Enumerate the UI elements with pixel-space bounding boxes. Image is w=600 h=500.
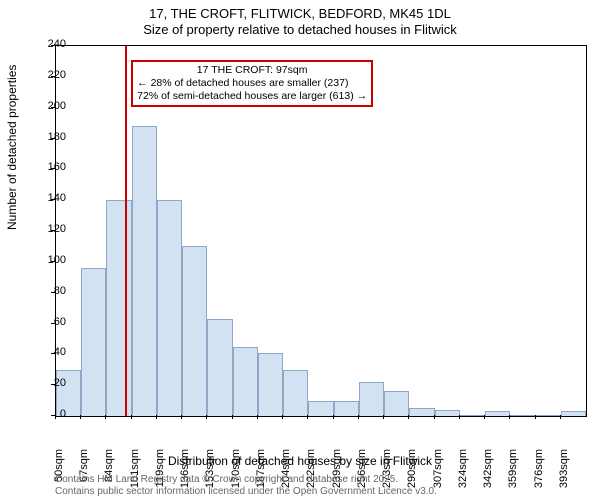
annotation-line: ← 28% of detached houses are smaller (23… <box>137 77 367 90</box>
x-tick-mark <box>333 415 334 419</box>
y-tick-label: 240 <box>26 38 66 50</box>
x-tick-mark <box>383 415 384 419</box>
plot-area: 17 THE CROFT: 97sqm← 28% of detached hou… <box>55 45 587 417</box>
x-tick-mark <box>206 415 207 419</box>
histogram-bar <box>359 382 384 416</box>
y-tick-label: 140 <box>26 192 66 204</box>
x-tick-mark <box>307 415 308 419</box>
x-axis-label: Distribution of detached houses by size … <box>0 454 600 468</box>
y-tick-label: 0 <box>26 408 66 420</box>
annotation-line: 17 THE CROFT: 97sqm <box>137 64 367 77</box>
y-tick-label: 60 <box>26 316 66 328</box>
x-tick-mark <box>80 415 81 419</box>
y-tick-mark <box>51 138 55 139</box>
y-tick-label: 120 <box>26 223 66 235</box>
y-tick-label: 40 <box>26 346 66 358</box>
y-tick-mark <box>51 107 55 108</box>
x-tick-mark <box>156 415 157 419</box>
histogram-bar <box>182 246 207 416</box>
histogram-bar <box>233 347 258 416</box>
histogram-bar <box>283 370 308 416</box>
y-tick-mark <box>51 199 55 200</box>
histogram-bar <box>435 410 460 416</box>
histogram-bar <box>384 391 409 416</box>
y-tick-label: 20 <box>26 377 66 389</box>
histogram-bar <box>485 411 510 416</box>
attribution: Contains HM Land Registry data © Crown c… <box>55 474 437 498</box>
y-tick-mark <box>51 292 55 293</box>
title-line2: Size of property relative to detached ho… <box>0 22 600 37</box>
chart-container: 17, THE CROFT, FLITWICK, BEDFORD, MK45 1… <box>0 0 600 500</box>
y-tick-mark <box>51 230 55 231</box>
x-tick-mark <box>484 415 485 419</box>
histogram-bar <box>81 268 106 416</box>
x-tick-mark <box>232 415 233 419</box>
histogram-bar <box>334 401 359 416</box>
x-tick-mark <box>257 415 258 419</box>
y-tick-mark <box>51 323 55 324</box>
histogram-bar <box>536 415 561 416</box>
y-tick-mark <box>51 353 55 354</box>
title-line1: 17, THE CROFT, FLITWICK, BEDFORD, MK45 1… <box>0 6 600 21</box>
y-tick-mark <box>51 384 55 385</box>
histogram-bar <box>106 200 131 416</box>
attribution-line2: Contains public sector information licen… <box>55 486 437 498</box>
histogram-bar <box>510 415 535 416</box>
y-tick-label: 160 <box>26 161 66 173</box>
y-axis-label: Number of detached properties <box>5 65 19 230</box>
x-tick-mark <box>282 415 283 419</box>
histogram-bar <box>308 401 333 416</box>
y-tick-mark <box>51 261 55 262</box>
x-tick-mark <box>560 415 561 419</box>
y-tick-label: 180 <box>26 131 66 143</box>
x-tick-mark <box>358 415 359 419</box>
x-tick-mark <box>408 415 409 419</box>
annotation-line: 72% of semi-detached houses are larger (… <box>137 90 367 103</box>
histogram-bar <box>409 408 434 416</box>
y-tick-mark <box>51 168 55 169</box>
histogram-bar <box>460 415 485 416</box>
annotation-box: 17 THE CROFT: 97sqm← 28% of detached hou… <box>131 60 373 107</box>
x-tick-mark <box>535 415 536 419</box>
x-tick-mark <box>105 415 106 419</box>
y-tick-label: 200 <box>26 100 66 112</box>
y-tick-mark <box>51 76 55 77</box>
x-tick-mark <box>459 415 460 419</box>
x-tick-mark <box>131 415 132 419</box>
histogram-bar <box>132 126 157 416</box>
histogram-bar <box>207 319 232 416</box>
y-tick-label: 80 <box>26 285 66 297</box>
reference-line <box>125 46 127 416</box>
x-tick-mark <box>181 415 182 419</box>
x-tick-mark <box>55 415 56 419</box>
histogram-bar <box>157 200 182 416</box>
x-tick-mark <box>509 415 510 419</box>
x-tick-mark <box>434 415 435 419</box>
histogram-bar <box>561 411 586 416</box>
y-tick-label: 100 <box>26 254 66 266</box>
histogram-bar <box>258 353 283 416</box>
y-tick-label: 220 <box>26 69 66 81</box>
attribution-line1: Contains HM Land Registry data © Crown c… <box>55 474 437 486</box>
y-tick-mark <box>51 45 55 46</box>
